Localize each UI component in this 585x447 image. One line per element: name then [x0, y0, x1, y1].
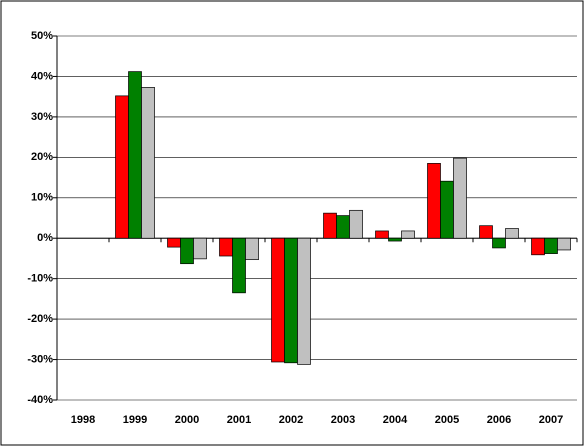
x-tick-label: 2003 — [331, 414, 355, 426]
bar — [544, 237, 558, 254]
bar — [180, 237, 194, 265]
bar — [531, 237, 545, 256]
bar — [349, 209, 363, 239]
bar — [232, 237, 246, 294]
y-tick-label: 0% — [37, 232, 53, 244]
y-tick-label: 10% — [31, 192, 53, 204]
y-tick-label: 50% — [31, 30, 53, 42]
y-tick-label: -40% — [27, 394, 53, 406]
x-tick-label: 2001 — [227, 414, 251, 426]
bar — [479, 225, 493, 239]
bar — [245, 237, 259, 261]
y-tick-label: 20% — [31, 151, 53, 163]
bar — [427, 163, 441, 239]
x-tick-label: 2006 — [487, 414, 511, 426]
x-tick-label: 1999 — [123, 414, 147, 426]
y-tick-label: -20% — [27, 313, 53, 325]
bar — [219, 237, 233, 257]
x-tick-label: 2002 — [279, 414, 303, 426]
y-tick-label: 40% — [31, 70, 53, 82]
x-tick-label: 2000 — [175, 414, 199, 426]
bar — [297, 237, 311, 365]
bar — [128, 71, 142, 239]
y-tick-label: 30% — [31, 111, 53, 123]
bar — [375, 230, 389, 239]
x-tick-label: 2005 — [435, 414, 459, 426]
bar — [271, 237, 285, 363]
y-tick-label: -10% — [27, 273, 53, 285]
bar — [167, 237, 181, 248]
bar — [492, 237, 506, 249]
x-tick-label: 1998 — [71, 414, 95, 426]
bar — [440, 180, 454, 239]
bar — [193, 237, 207, 260]
bar — [401, 230, 415, 239]
x-tick-label: 2004 — [383, 414, 408, 426]
bar — [323, 212, 337, 239]
y-tick-label: -30% — [27, 353, 53, 365]
bar — [453, 157, 467, 239]
bar — [557, 237, 571, 251]
bar — [115, 95, 129, 239]
bar — [505, 228, 519, 239]
bar — [388, 237, 402, 242]
bar — [336, 215, 350, 239]
x-tick-label: 2007 — [539, 414, 563, 426]
bar — [141, 87, 155, 239]
bar — [284, 237, 298, 364]
